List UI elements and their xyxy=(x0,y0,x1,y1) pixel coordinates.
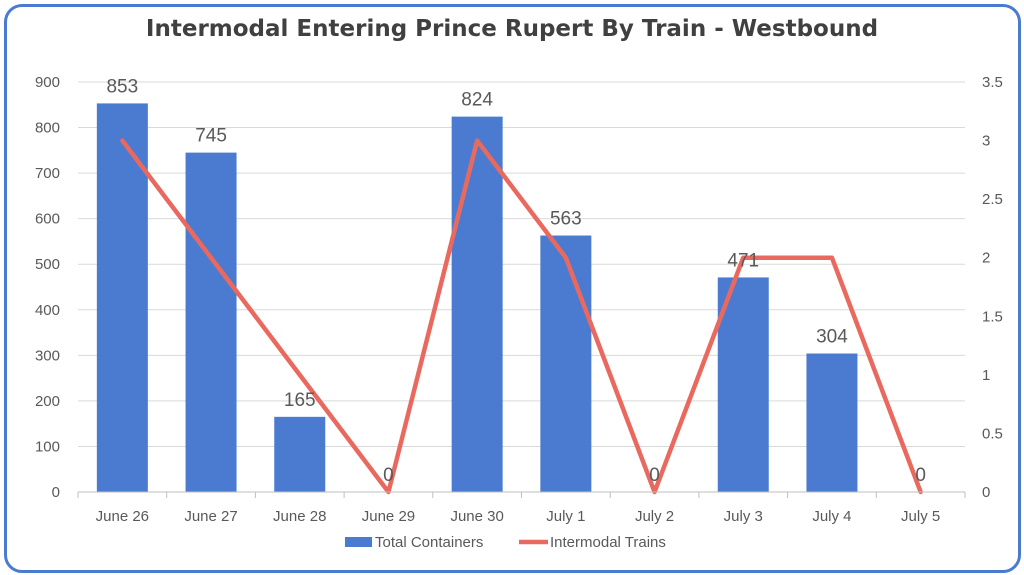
line-trains xyxy=(120,138,923,495)
line-point xyxy=(475,139,479,143)
bar-data-label: 824 xyxy=(461,90,493,111)
y-left-tick-label: 700 xyxy=(35,165,60,182)
bar-data-label: 165 xyxy=(284,390,316,411)
chart-title: Intermodal Entering Prince Rupert By Tra… xyxy=(146,16,878,42)
axes: 010020030040050060070080090000.511.522.5… xyxy=(35,74,1003,525)
bar xyxy=(274,416,326,492)
bar-data-label: 0 xyxy=(649,465,660,486)
legend-swatch-bars xyxy=(345,537,372,547)
y-right-tick-label: 3 xyxy=(982,133,990,150)
x-tick-label: July 4 xyxy=(812,508,851,525)
line-point xyxy=(298,373,302,377)
legend-label-bars: Total Containers xyxy=(375,534,483,551)
y-left-tick-label: 200 xyxy=(35,393,60,410)
y-left-tick-label: 400 xyxy=(35,302,60,319)
line-point xyxy=(209,256,213,260)
x-tick-label: June 29 xyxy=(362,508,415,525)
bar-series xyxy=(96,103,858,493)
y-right-tick-label: 0 xyxy=(982,484,990,501)
y-right-tick-label: 0.5 xyxy=(982,425,1003,442)
bar xyxy=(96,103,148,493)
x-tick-label: July 1 xyxy=(546,508,585,525)
data-labels: 853 745 165 0 824 563 0 471 304 0 xyxy=(106,76,925,486)
x-tick-label: June 26 xyxy=(96,508,149,525)
legend: Total Containers Intermodal Trains xyxy=(345,534,666,551)
y-right-tick-label: 2.5 xyxy=(982,191,1003,208)
y-left-tick-label: 0 xyxy=(52,484,60,501)
y-left-tick-label: 900 xyxy=(35,74,60,91)
y-right-tick-label: 2 xyxy=(982,250,990,267)
bar-data-label: 745 xyxy=(195,126,227,147)
bar xyxy=(185,152,237,492)
bar-data-label: 471 xyxy=(727,250,759,271)
bar-data-label: 853 xyxy=(106,76,138,97)
y-right-tick-label: 1 xyxy=(982,367,990,384)
y-left-tick-label: 300 xyxy=(35,347,60,364)
x-tick-label: June 28 xyxy=(273,508,326,525)
bar xyxy=(540,235,592,492)
bar-data-label: 0 xyxy=(915,465,926,486)
line-series xyxy=(120,138,923,495)
bar xyxy=(806,353,858,492)
y-left-tick-label: 500 xyxy=(35,256,60,273)
y-right-tick-label: 3.5 xyxy=(982,74,1003,91)
line-point xyxy=(120,139,124,143)
line-point xyxy=(741,256,745,260)
x-tick-label: July 2 xyxy=(635,508,674,525)
bar-data-label: 0 xyxy=(383,465,394,486)
y-left-tick-label: 800 xyxy=(35,120,60,137)
y-left-tick-label: 600 xyxy=(35,211,60,228)
y-left-tick-label: 100 xyxy=(35,438,60,455)
line-point xyxy=(830,256,834,260)
x-tick-label: June 27 xyxy=(184,508,237,525)
bar-data-label: 563 xyxy=(550,209,582,230)
line-point xyxy=(564,256,568,260)
legend-label-line: Intermodal Trains xyxy=(550,534,666,551)
x-tick-label: June 30 xyxy=(450,508,503,525)
x-tick-label: July 5 xyxy=(901,508,940,525)
y-right-tick-label: 1.5 xyxy=(982,308,1003,325)
bar-data-label: 304 xyxy=(816,327,848,348)
x-tick-label: July 3 xyxy=(724,508,763,525)
bar xyxy=(451,116,503,492)
bar xyxy=(717,277,769,492)
